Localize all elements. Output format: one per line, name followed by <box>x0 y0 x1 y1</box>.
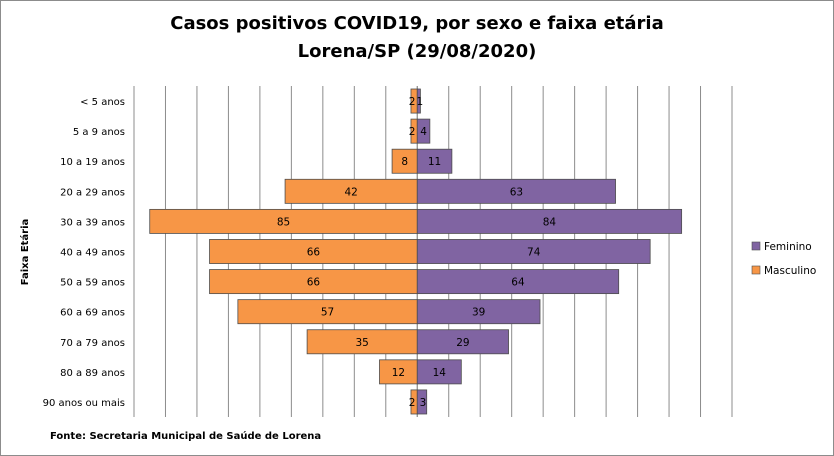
category-label: < 5 anos <box>80 97 125 108</box>
category-label: 90 anos ou mais <box>43 398 125 409</box>
bar-feminino <box>416 389 428 415</box>
data-label-feminino: 14 <box>433 367 447 379</box>
legend: Feminino Masculino <box>751 241 816 277</box>
data-label-masculino: 8 <box>401 156 408 168</box>
category-label: 10 a 19 anos <box>60 157 125 168</box>
data-label-masculino: 2 <box>409 397 416 409</box>
data-label-feminino: 64 <box>511 277 525 289</box>
y-axis-title: Faixa Etária <box>19 219 31 286</box>
chart-title: Casos positivos COVID19, por sexo e faix… <box>0 10 834 66</box>
legend-swatch-feminino <box>751 241 761 251</box>
data-label-feminino: 84 <box>543 216 557 228</box>
data-label-masculino: 35 <box>355 337 368 349</box>
bar-masculino <box>284 178 418 204</box>
data-label-feminino: 29 <box>456 337 469 349</box>
source-note: Fonte: Secretaria Municipal de Saúde de … <box>50 431 322 442</box>
chart-title-line2: Lorena/SP (29/08/2020) <box>297 41 537 62</box>
data-label-feminino: 74 <box>527 247 541 259</box>
category-label: 40 a 49 anos <box>60 248 125 259</box>
bar-feminino <box>416 359 462 385</box>
bars <box>149 88 683 415</box>
legend-swatch-masculino <box>751 265 761 275</box>
category-label: 50 a 59 anos <box>60 278 125 289</box>
legend-label-masculino: Masculino <box>764 265 816 277</box>
category-label: 5 a 9 anos <box>73 127 125 138</box>
chart-title-line1: Casos positivos COVID19, por sexo e faix… <box>170 13 664 34</box>
data-label-masculino: 42 <box>344 186 357 198</box>
data-label-masculino: 66 <box>307 277 321 289</box>
category-label: 30 a 39 anos <box>60 217 125 228</box>
bar-masculino <box>391 148 418 174</box>
bar-masculino <box>209 239 418 264</box>
bar-feminino <box>416 329 509 355</box>
data-label-masculino: 85 <box>277 216 290 228</box>
data-label-masculino: 2 <box>409 96 416 108</box>
bar-masculino <box>209 269 418 295</box>
data-label-masculino: 66 <box>307 247 321 259</box>
category-label: 70 a 79 anos <box>60 338 125 349</box>
data-label-masculino: 2 <box>409 126 416 138</box>
data-label-masculino: 57 <box>321 307 334 319</box>
legend-label-feminino: Feminino <box>764 241 812 253</box>
bar-feminino <box>416 88 421 114</box>
data-label-feminino: 39 <box>472 307 485 319</box>
bar-feminino <box>416 148 453 174</box>
bar-feminino <box>416 208 683 234</box>
data-label-feminino: 4 <box>420 126 427 138</box>
bar-feminino <box>416 299 541 325</box>
category-label: 20 a 29 anos <box>60 187 125 198</box>
bar-feminino <box>416 239 651 264</box>
bar-feminino <box>416 178 616 204</box>
data-label-feminino: 1 <box>416 96 423 108</box>
data-label-feminino: 11 <box>428 156 441 168</box>
bar-masculino <box>379 359 418 385</box>
category-label: 60 a 69 anos <box>60 308 125 319</box>
data-label-feminino: 3 <box>420 397 427 409</box>
category-labels: < 5 anos 5 a 9 anos 10 a 19 anos 20 a 29 an… <box>43 97 125 409</box>
bar-masculino <box>306 329 418 355</box>
bar-feminino <box>416 269 620 295</box>
category-label: 80 a 89 anos <box>60 368 125 379</box>
data-label-feminino: 63 <box>510 186 523 198</box>
bar-feminino <box>416 118 431 144</box>
data-label-masculino: 12 <box>392 367 405 379</box>
